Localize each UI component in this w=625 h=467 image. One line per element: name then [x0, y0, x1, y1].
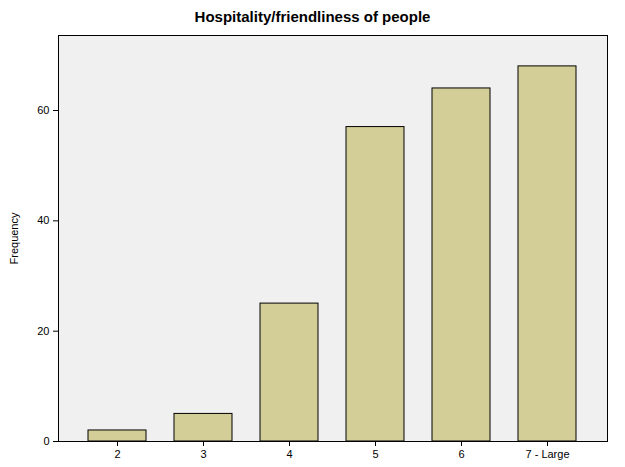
svg-text:Frequency: Frequency — [8, 212, 20, 264]
svg-text:20: 20 — [37, 325, 49, 337]
svg-text:5: 5 — [372, 448, 378, 460]
svg-text:60: 60 — [37, 104, 49, 116]
svg-text:4: 4 — [286, 448, 292, 460]
html-text:Hospitality/friendliness of pe: Hospitality/friendliness of people — [194, 8, 431, 25]
svg-text:40: 40 — [37, 214, 49, 226]
svg-text:7 - Large: 7 - Large — [525, 448, 569, 460]
svg-text:0: 0 — [43, 435, 49, 447]
svg-text:2: 2 — [114, 448, 120, 460]
svg-text:3: 3 — [200, 448, 206, 460]
svg-text:6: 6 — [458, 448, 464, 460]
